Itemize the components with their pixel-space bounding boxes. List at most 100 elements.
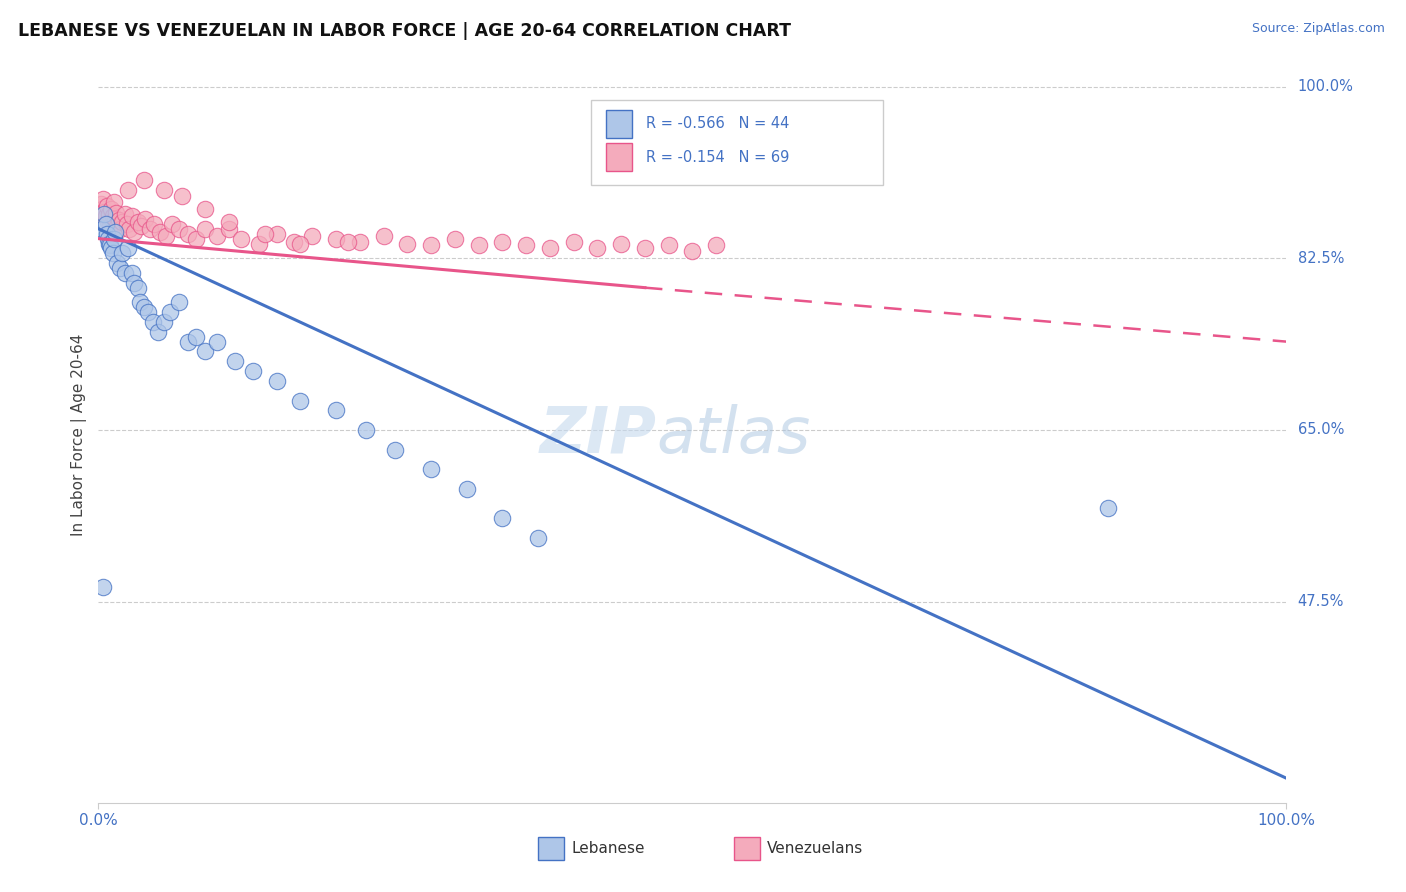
Text: 47.5%: 47.5%	[1298, 594, 1344, 609]
Text: 65.0%: 65.0%	[1298, 423, 1344, 437]
Point	[515, 238, 537, 252]
Point	[194, 344, 217, 359]
Point	[118, 222, 141, 236]
Point	[103, 232, 125, 246]
Point	[100, 242, 122, 256]
Point	[114, 266, 136, 280]
Point	[143, 217, 166, 231]
Point	[373, 228, 395, 243]
Point	[247, 236, 270, 251]
Point	[142, 315, 165, 329]
Point	[354, 423, 377, 437]
Text: 100.0%: 100.0%	[1298, 79, 1354, 94]
Point	[176, 227, 198, 241]
Point	[491, 511, 513, 525]
Point	[146, 325, 169, 339]
Point	[176, 334, 198, 349]
Point	[1097, 501, 1119, 516]
Point	[127, 215, 149, 229]
Point	[184, 330, 207, 344]
Point	[98, 219, 121, 233]
Point	[681, 244, 703, 259]
Point	[117, 242, 139, 256]
Point	[218, 222, 240, 236]
Point	[117, 182, 139, 196]
Point	[98, 236, 121, 251]
Point	[610, 236, 633, 251]
Point	[91, 202, 114, 217]
Point	[207, 334, 229, 349]
Point	[98, 207, 121, 221]
Y-axis label: In Labor Force | Age 20-64: In Labor Force | Age 20-64	[72, 334, 87, 536]
Point	[115, 217, 138, 231]
Point	[336, 235, 359, 249]
Point	[132, 300, 155, 315]
Point	[325, 403, 347, 417]
Point	[96, 227, 118, 241]
Point	[138, 222, 160, 236]
Point	[634, 242, 657, 256]
Point	[242, 364, 264, 378]
Point	[103, 195, 125, 210]
Point	[253, 227, 276, 241]
Point	[349, 235, 371, 249]
Point	[444, 232, 467, 246]
Point	[97, 232, 120, 246]
Point	[396, 236, 419, 251]
Point	[101, 209, 124, 223]
Text: ZIP: ZIP	[540, 404, 657, 466]
Point	[266, 227, 288, 241]
Point	[134, 212, 156, 227]
FancyBboxPatch shape	[606, 144, 631, 171]
Point	[283, 235, 305, 249]
Point	[384, 442, 406, 457]
Point	[94, 217, 117, 231]
Point	[491, 235, 513, 249]
Text: LEBANESE VS VENEZUELAN IN LABOR FORCE | AGE 20-64 CORRELATION CHART: LEBANESE VS VENEZUELAN IN LABOR FORCE | …	[18, 22, 792, 40]
Point	[121, 209, 143, 223]
Point	[114, 207, 136, 221]
Point	[155, 228, 177, 243]
Point	[132, 172, 155, 186]
Point	[218, 215, 240, 229]
Point	[290, 236, 312, 251]
Point	[91, 222, 114, 236]
Point	[108, 222, 131, 236]
Text: R = -0.154   N = 69: R = -0.154 N = 69	[647, 150, 790, 165]
FancyBboxPatch shape	[734, 837, 761, 860]
FancyBboxPatch shape	[538, 837, 564, 860]
Point	[129, 295, 152, 310]
Point	[121, 266, 143, 280]
Point	[301, 228, 323, 243]
Point	[152, 182, 174, 196]
Point	[290, 393, 312, 408]
Point	[194, 202, 217, 217]
Point	[170, 189, 193, 203]
Point	[93, 207, 115, 221]
Point	[266, 374, 288, 388]
Text: Venezuelans: Venezuelans	[768, 841, 863, 856]
Text: Lebanese: Lebanese	[571, 841, 645, 856]
Point	[89, 207, 111, 221]
Point	[224, 354, 246, 368]
Point	[107, 256, 129, 270]
Point	[160, 217, 183, 231]
Point	[90, 197, 112, 211]
Point	[122, 276, 145, 290]
Point	[93, 205, 115, 219]
Point	[467, 238, 489, 252]
Point	[538, 242, 561, 256]
Point	[159, 305, 181, 319]
Point	[101, 246, 124, 260]
Point	[94, 209, 117, 223]
Point	[105, 206, 128, 220]
Point	[104, 225, 127, 239]
Point	[97, 215, 120, 229]
Point	[229, 232, 252, 246]
Point	[167, 222, 190, 236]
Point	[149, 225, 172, 239]
Point	[100, 202, 122, 217]
FancyBboxPatch shape	[606, 110, 631, 137]
Point	[91, 580, 114, 594]
Point	[704, 238, 727, 252]
